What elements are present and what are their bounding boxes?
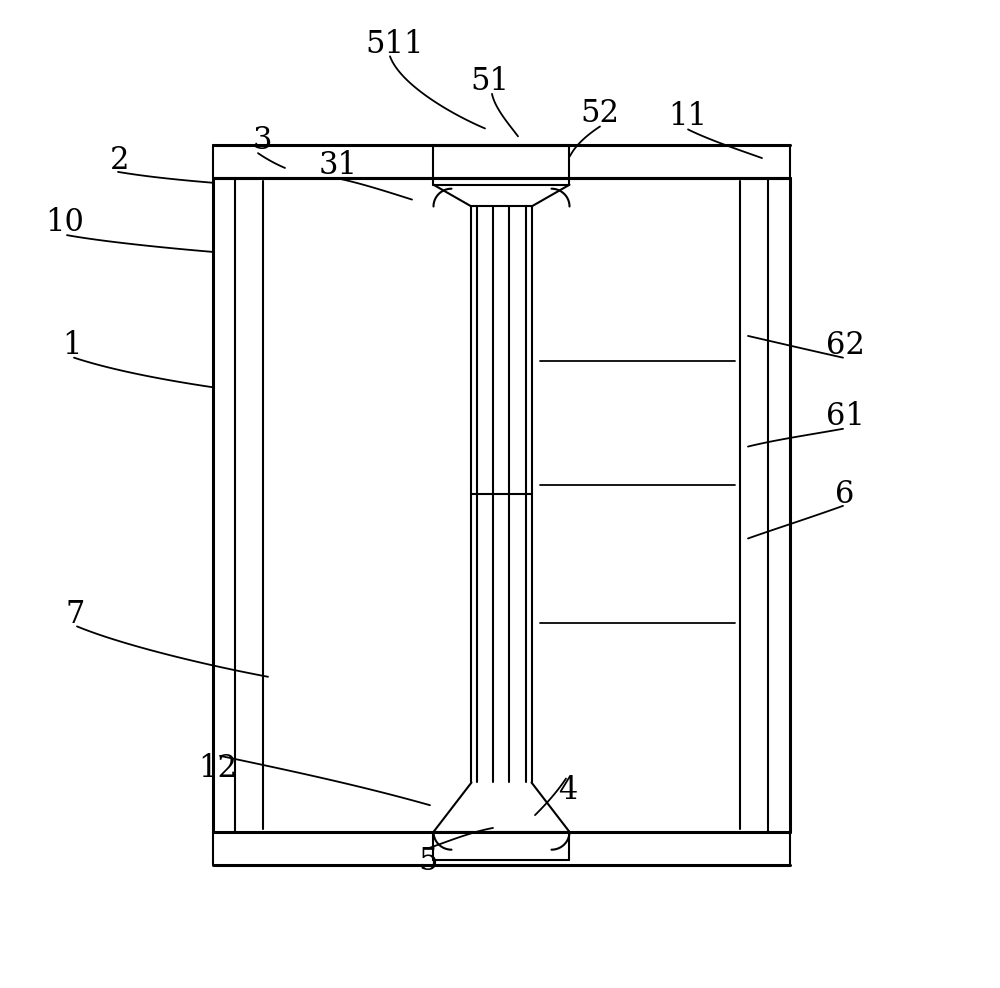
Text: 7: 7	[65, 599, 85, 630]
Text: 4: 4	[558, 775, 578, 806]
Text: 3: 3	[252, 124, 272, 156]
Text: 6: 6	[835, 478, 855, 510]
Text: 2: 2	[110, 144, 130, 176]
Text: 61: 61	[826, 401, 864, 433]
Text: 31: 31	[318, 150, 358, 182]
Text: 62: 62	[826, 330, 864, 362]
Text: 5: 5	[418, 846, 438, 877]
Text: 1: 1	[62, 330, 82, 362]
Text: 511: 511	[366, 29, 424, 60]
Text: 11: 11	[668, 101, 708, 132]
Text: 51: 51	[471, 65, 510, 97]
Text: 12: 12	[198, 753, 238, 784]
Text: 10: 10	[46, 206, 84, 238]
Text: 52: 52	[580, 98, 620, 129]
